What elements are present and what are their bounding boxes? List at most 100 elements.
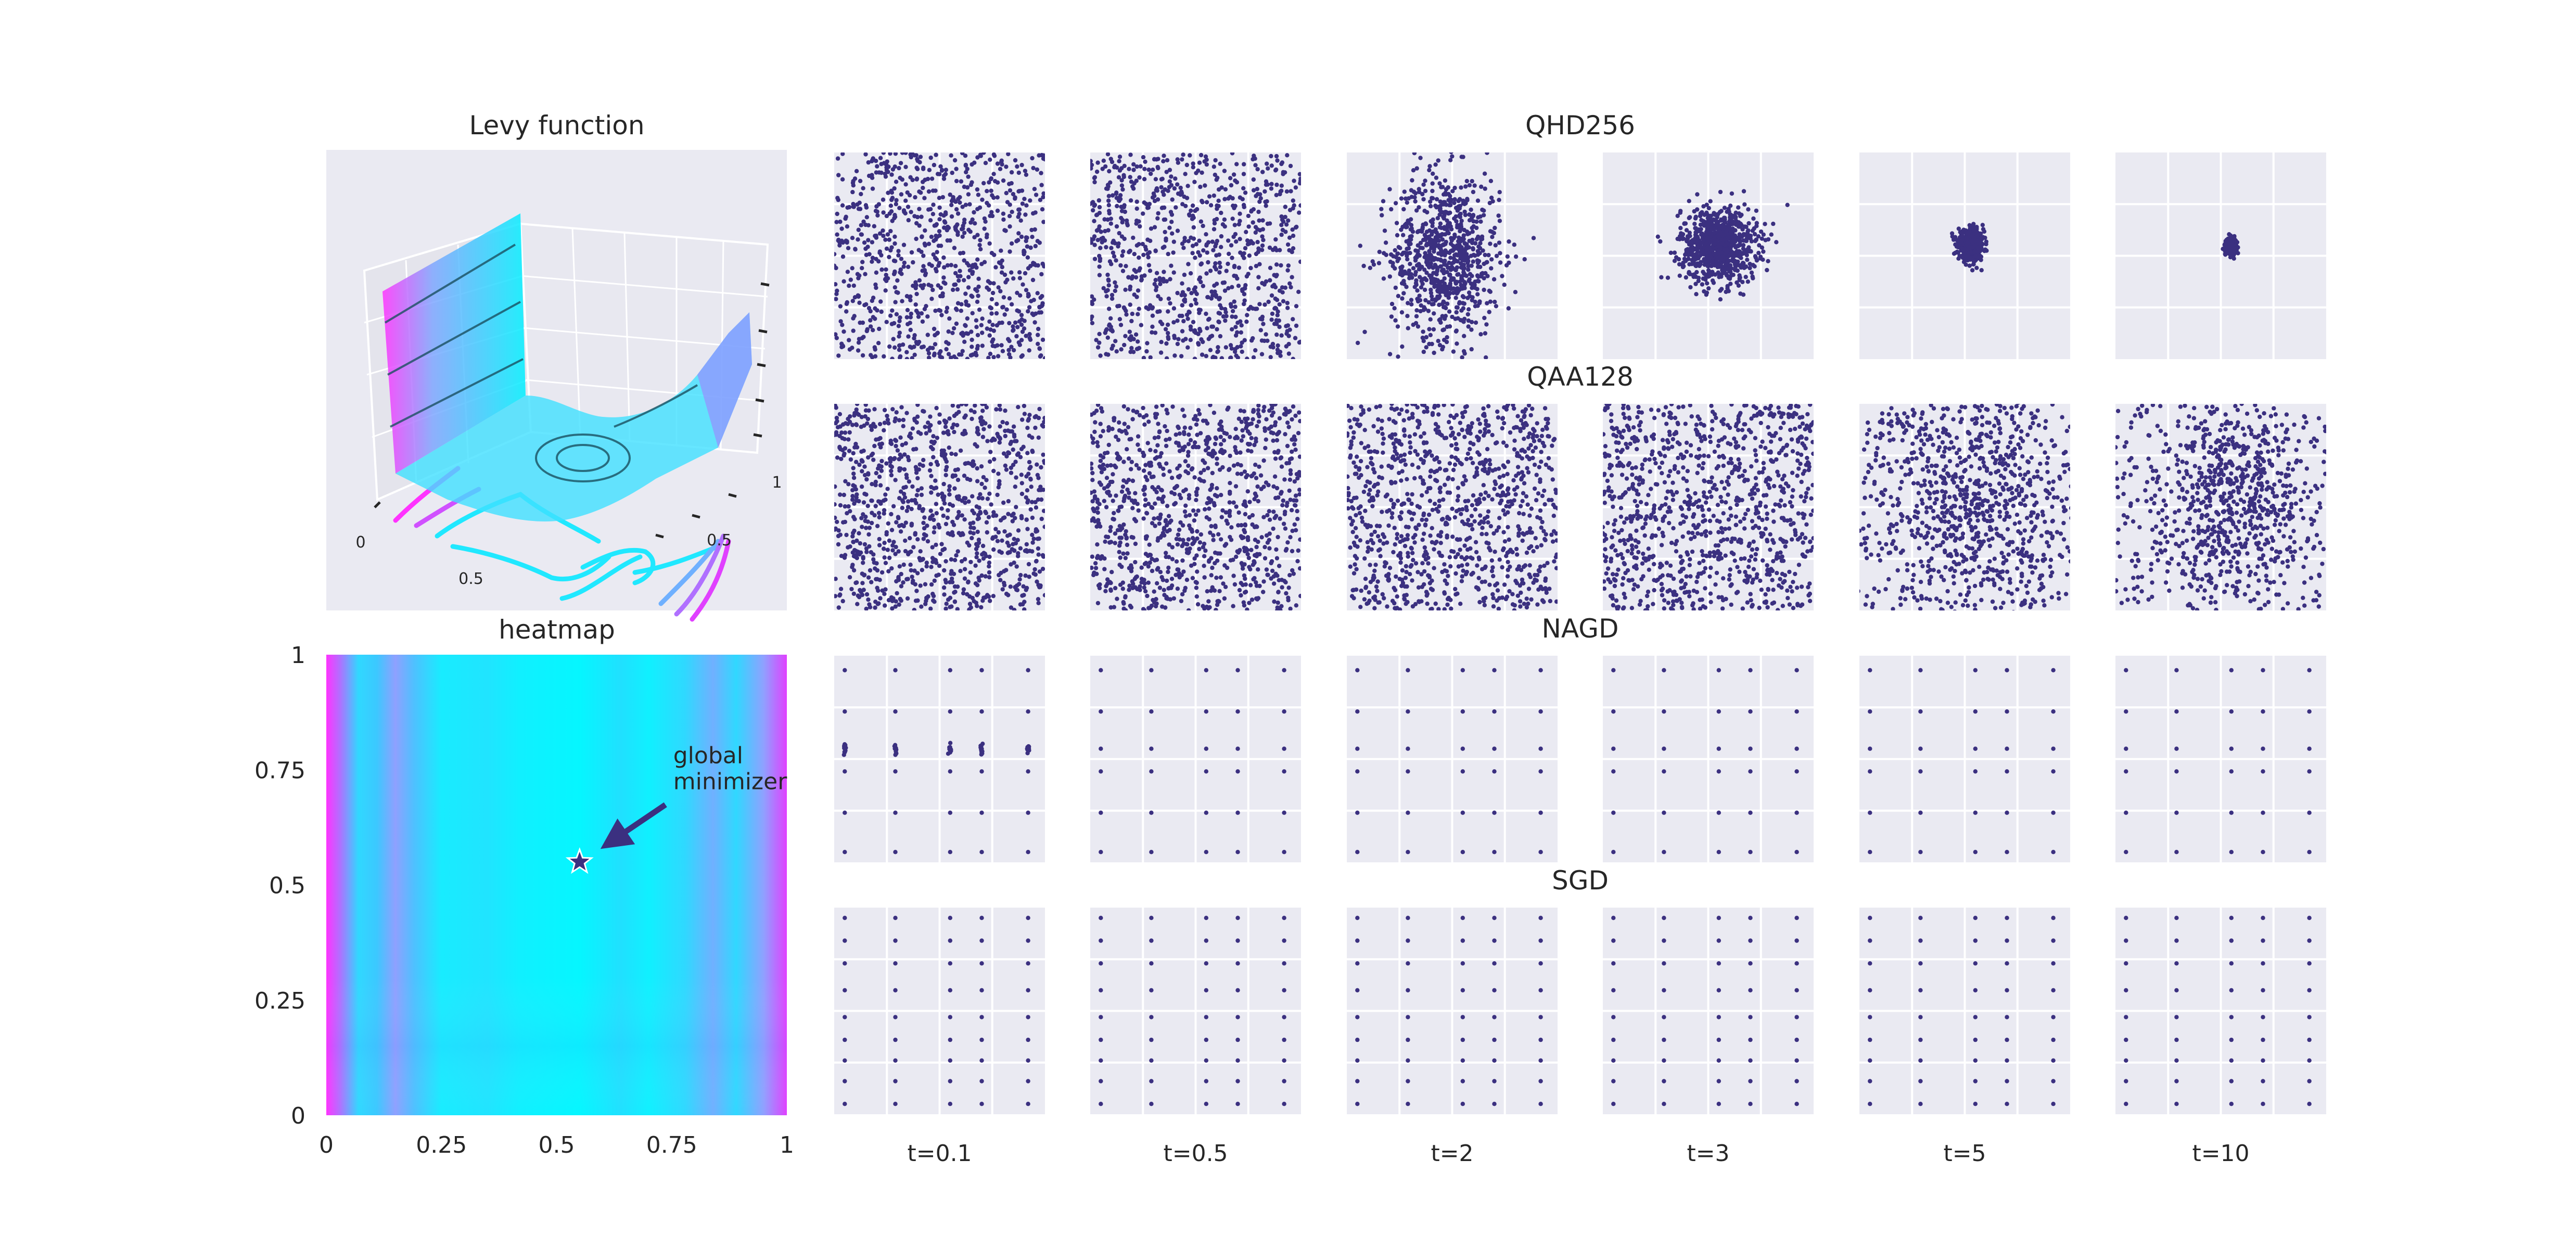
scatter-point (1130, 311, 1134, 316)
scatter-point (1189, 291, 1194, 296)
scatter-point (1022, 607, 1027, 610)
scatter-point (1177, 313, 1182, 318)
scatter-point (1123, 287, 1128, 292)
scatter-point (898, 354, 903, 359)
scatter-point (1240, 253, 1245, 258)
scatter-point (866, 532, 871, 537)
scatter-point (1131, 168, 1136, 172)
scatter-point (922, 532, 927, 537)
scatter-point (1531, 236, 1536, 240)
scatter-point (1215, 206, 1219, 211)
scatter-point (1761, 232, 1766, 237)
scatter-point (1268, 345, 1273, 349)
scatter-point (847, 449, 852, 453)
scatter-point (1684, 248, 1689, 252)
scatter-point (1694, 292, 1699, 297)
scatter-point (1121, 249, 1126, 254)
scatter-point (903, 182, 908, 187)
scatter-point (1436, 158, 1440, 163)
scatter-point (977, 307, 982, 312)
scatter-point (847, 347, 852, 352)
scatter-point (840, 203, 845, 208)
scatter-point (871, 296, 876, 300)
scatter-point (1453, 281, 1458, 286)
scatter-point (912, 214, 917, 219)
scatter-point (978, 247, 983, 251)
scatter-point (1355, 340, 1360, 346)
scatter-point (959, 179, 964, 184)
scatter-point (1191, 320, 1196, 324)
scatter-point (1765, 267, 1769, 273)
scatter-point (1106, 228, 1111, 233)
scatter-point (873, 306, 877, 311)
scatter-point (1200, 200, 1205, 205)
scatter-point (1400, 296, 1405, 301)
scatter-point (894, 443, 898, 449)
heatmap-y-tick-4: 1 (291, 642, 305, 669)
scatter-point (1107, 169, 1112, 174)
scatter-point (1697, 227, 1702, 232)
scatter-point (860, 266, 864, 271)
scatter-point (968, 353, 974, 358)
scatter-point (1219, 210, 1223, 215)
scatter-point (1145, 341, 1150, 346)
scatter-point (942, 225, 947, 230)
scatter-point (903, 164, 908, 169)
scatter-point (1485, 152, 1489, 155)
scatter-point (1452, 200, 1457, 206)
scatter-point (959, 352, 964, 357)
scatter-point (1406, 301, 1410, 305)
scatter-point (881, 152, 886, 155)
scatter-point (929, 263, 934, 268)
scatter-point (966, 285, 971, 290)
scatter-point (1396, 294, 1401, 298)
scatter-point (1231, 172, 1236, 177)
scatter-point (1512, 243, 1516, 247)
scatter-point (1228, 355, 1233, 359)
scatter-point (1736, 259, 1740, 264)
scatter-point (897, 418, 902, 423)
scatter-point (868, 324, 873, 329)
scatter-point (1454, 305, 1459, 310)
scatter-point (854, 407, 859, 412)
scatter-point (920, 234, 924, 239)
scatter-point (1704, 236, 1709, 241)
scatter-point (1022, 248, 1026, 253)
scatter-point (1675, 236, 1680, 241)
scatter-point (1158, 320, 1163, 324)
scatter-point (1217, 260, 1222, 265)
scatter-point (1240, 340, 1244, 345)
scatter-point (834, 415, 839, 420)
scatter-point (1230, 327, 1234, 332)
scatter-point (935, 331, 939, 336)
scatter-point (1190, 203, 1195, 208)
scatter-point (982, 260, 987, 264)
scatter-point (869, 353, 873, 358)
scatter-point (1748, 234, 1753, 239)
scatter-point (1148, 355, 1153, 359)
scatter-point (984, 520, 989, 525)
scatter-point (949, 202, 954, 208)
scatter-point (1117, 168, 1123, 173)
scatter-point (1694, 252, 1699, 257)
scatter-point (859, 484, 864, 489)
scatter-point (969, 329, 974, 334)
scatter-point (1127, 329, 1132, 334)
scatter-point (1208, 203, 1214, 208)
scatter-point (1738, 234, 1743, 239)
scatter-point (1712, 227, 1716, 232)
scatter-point (1734, 251, 1739, 256)
scatter-point (1261, 238, 1266, 243)
scatter-point (1286, 351, 1291, 356)
scatter-point (1293, 185, 1298, 190)
scatter-point (1015, 325, 1020, 329)
scatter-point (1274, 318, 1279, 323)
scatter-point (1196, 308, 1202, 312)
scatter-point (1266, 166, 1270, 171)
scatter-point (1285, 305, 1290, 310)
scatter-point (1127, 167, 1131, 171)
scatter-point (834, 336, 839, 340)
scatter-point (1433, 256, 1438, 261)
scatter-point (856, 237, 860, 242)
scatter-point (963, 154, 968, 158)
